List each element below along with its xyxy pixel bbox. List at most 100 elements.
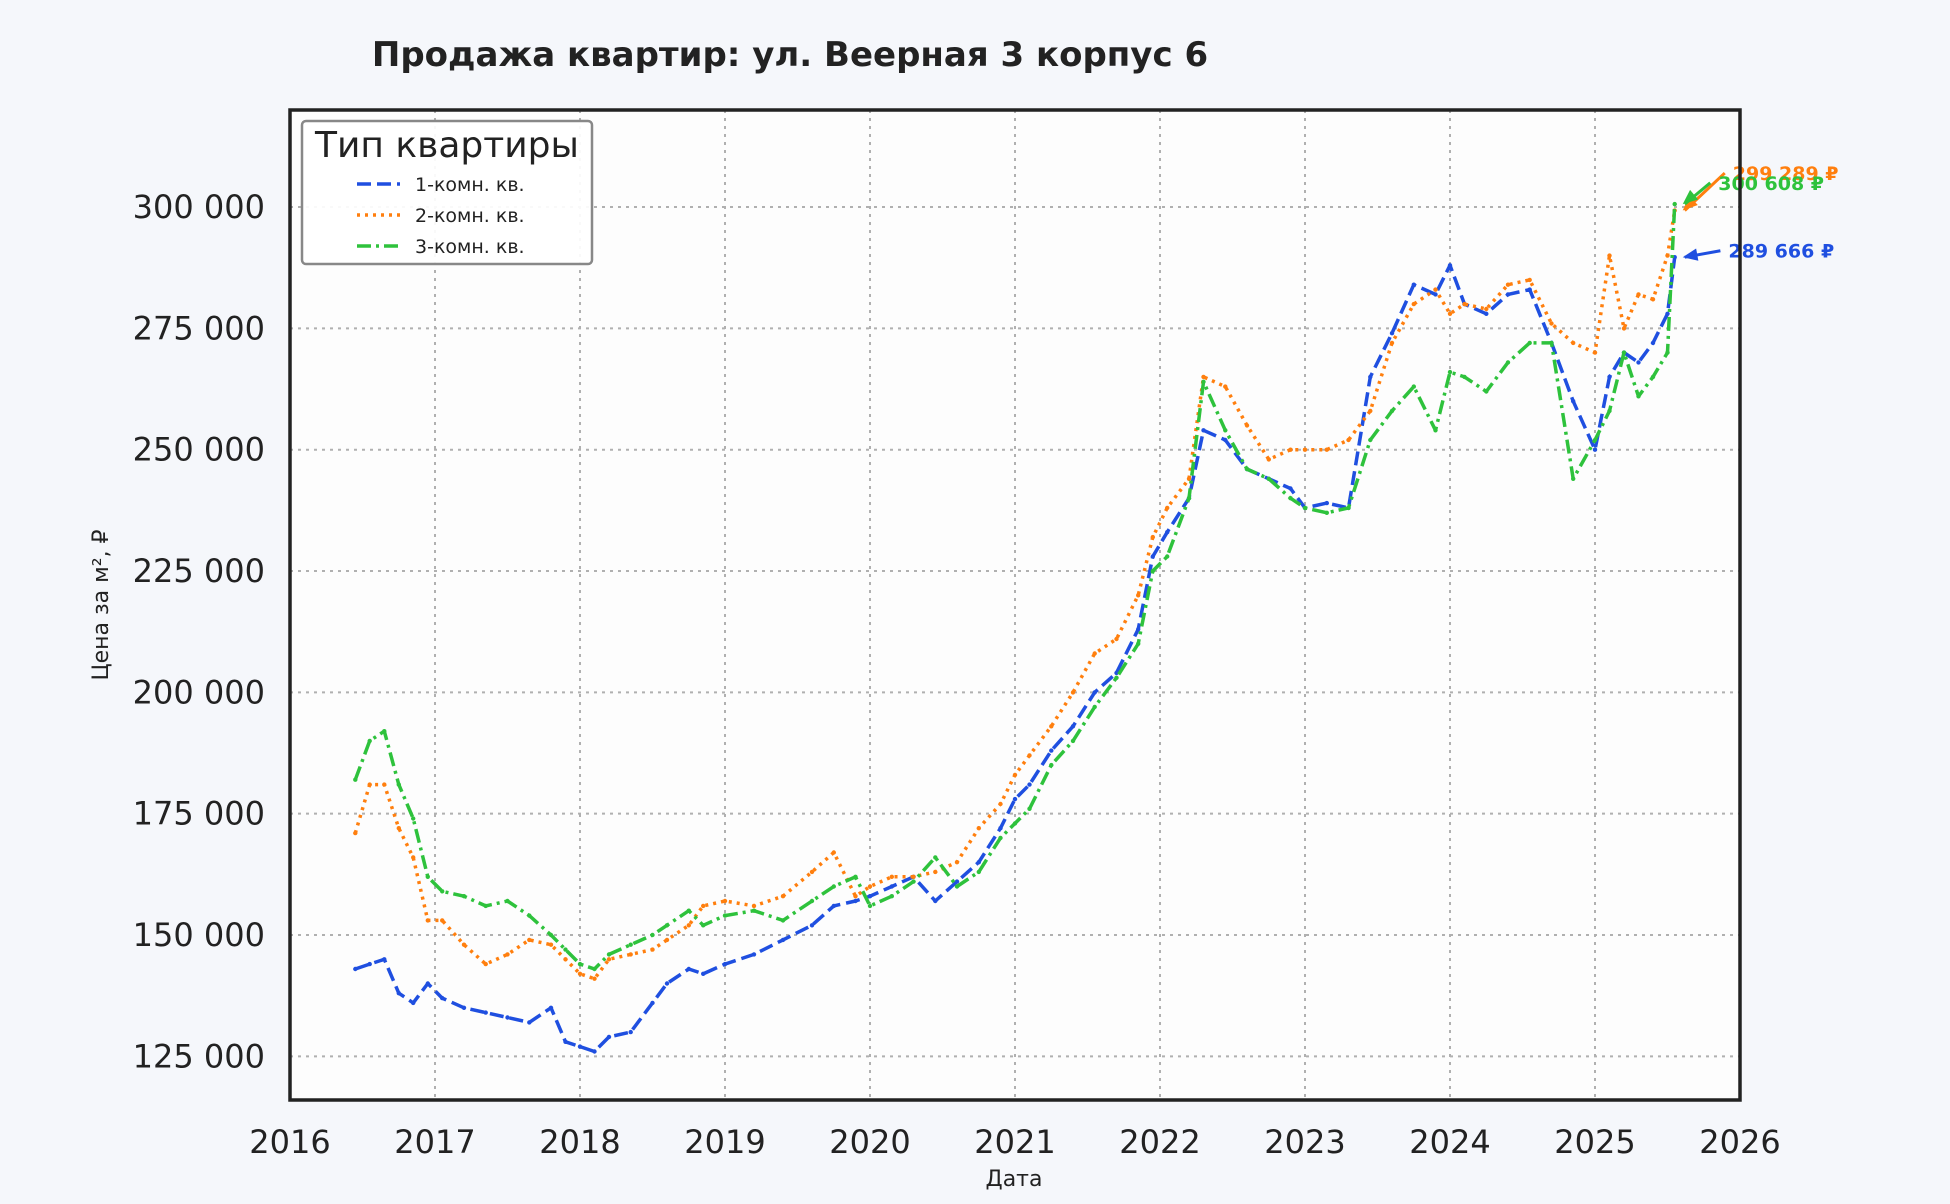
- data-point: [1027, 782, 1032, 787]
- annotation-arrowhead: [1682, 195, 1698, 211]
- data-point: [1136, 627, 1141, 632]
- data-point: [911, 874, 916, 879]
- data-point: [505, 1015, 510, 1020]
- y-tick-label: 175 000: [133, 795, 265, 833]
- data-point: [650, 932, 655, 938]
- data-point: [1607, 408, 1612, 414]
- data-point: [1150, 554, 1156, 559]
- data-point: [1012, 821, 1018, 826]
- data-point: [1650, 340, 1656, 346]
- data-point: [1665, 311, 1670, 316]
- data-point: [483, 961, 488, 967]
- data-point: [577, 961, 583, 967]
- data-point: [809, 869, 815, 875]
- data-point: [1165, 505, 1170, 511]
- x-tick-label: 2023: [1264, 1123, 1345, 1161]
- data-point: [1389, 408, 1395, 414]
- data-point: [527, 1020, 532, 1025]
- data-point: [751, 952, 757, 957]
- data-point: [1549, 340, 1554, 346]
- y-axis-label: Цена за м², ₽: [89, 529, 114, 680]
- data-point: [1324, 510, 1330, 515]
- annotation-label: 299 289 ₽: [1733, 163, 1839, 185]
- x-tick-label: 2017: [394, 1123, 475, 1161]
- data-point: [1411, 384, 1417, 389]
- data-point: [353, 777, 358, 782]
- data-point: [831, 884, 836, 889]
- data-point: [650, 1000, 655, 1006]
- series-lines: [353, 201, 1677, 1054]
- data-point: [367, 738, 372, 744]
- data-point: [1621, 326, 1627, 331]
- data-point: [780, 894, 786, 899]
- series-line: [353, 210, 1677, 981]
- data-point: [780, 918, 786, 923]
- data-point: [1136, 593, 1141, 598]
- x-axis-label: Дата: [986, 1167, 1043, 1192]
- y-tick-label: 200 000: [133, 673, 265, 711]
- data-point: [628, 1029, 633, 1035]
- data-point: [425, 918, 430, 923]
- legend-title: Тип квартиры: [314, 125, 579, 166]
- annotation-arrowhead: [1682, 248, 1699, 261]
- data-point: [1223, 384, 1228, 389]
- data-point: [722, 961, 728, 967]
- legend-box: [300, 119, 594, 266]
- data-point: [1049, 748, 1054, 753]
- data-point: [722, 913, 728, 918]
- data-point: [1346, 437, 1351, 443]
- data-point: [548, 942, 554, 947]
- data-point: [664, 937, 670, 943]
- series-line: [354, 256, 1677, 1054]
- data-point: [780, 937, 786, 943]
- data-point: [592, 1049, 597, 1054]
- data-point: [1484, 311, 1489, 316]
- data-point: [1266, 457, 1272, 462]
- data-point: [1302, 447, 1308, 452]
- data-point: [686, 908, 691, 913]
- y-tick-label: 125 000: [133, 1037, 265, 1075]
- data-point: [976, 860, 981, 865]
- data-point: [1070, 690, 1076, 695]
- data-point: [1505, 282, 1511, 287]
- data-point: [396, 826, 401, 831]
- data-point: [889, 894, 894, 899]
- data-point: [563, 957, 568, 962]
- data-point: [976, 826, 981, 831]
- data-point: [505, 952, 510, 957]
- legend: Тип квартиры 1-комн. кв. 2-комн. кв. 3-ком…: [300, 119, 594, 266]
- data-point: [954, 879, 960, 884]
- data-point: [577, 1044, 583, 1049]
- data-point: [563, 947, 568, 952]
- data-point: [751, 908, 757, 913]
- data-point: [396, 782, 401, 787]
- data-point: [853, 874, 858, 879]
- data-point: [1571, 399, 1576, 404]
- data-point: [701, 971, 706, 976]
- data-point: [606, 1034, 612, 1040]
- data-point: [1484, 306, 1489, 312]
- data-point: [1505, 292, 1511, 297]
- data-point: [1136, 641, 1141, 646]
- legend-label: 3-комн. кв.: [415, 236, 525, 258]
- data-point: [701, 903, 706, 909]
- data-point: [686, 923, 691, 928]
- data-point: [686, 966, 691, 972]
- data-point: [548, 932, 554, 938]
- data-point: [505, 898, 510, 904]
- x-tick-label: 2019: [684, 1123, 765, 1161]
- data-point: [933, 898, 938, 904]
- data-point: [1433, 428, 1438, 433]
- data-point: [1527, 287, 1532, 292]
- data-point: [1070, 738, 1076, 744]
- data-point: [1244, 466, 1250, 472]
- y-tick-label: 300 000: [133, 188, 265, 226]
- data-point: [889, 874, 894, 879]
- data-point: [831, 850, 836, 855]
- x-tick-label: 2020: [829, 1123, 910, 1161]
- data-point: [1636, 360, 1641, 365]
- x-tick-label: 2025: [1554, 1123, 1635, 1161]
- data-point: [722, 898, 728, 904]
